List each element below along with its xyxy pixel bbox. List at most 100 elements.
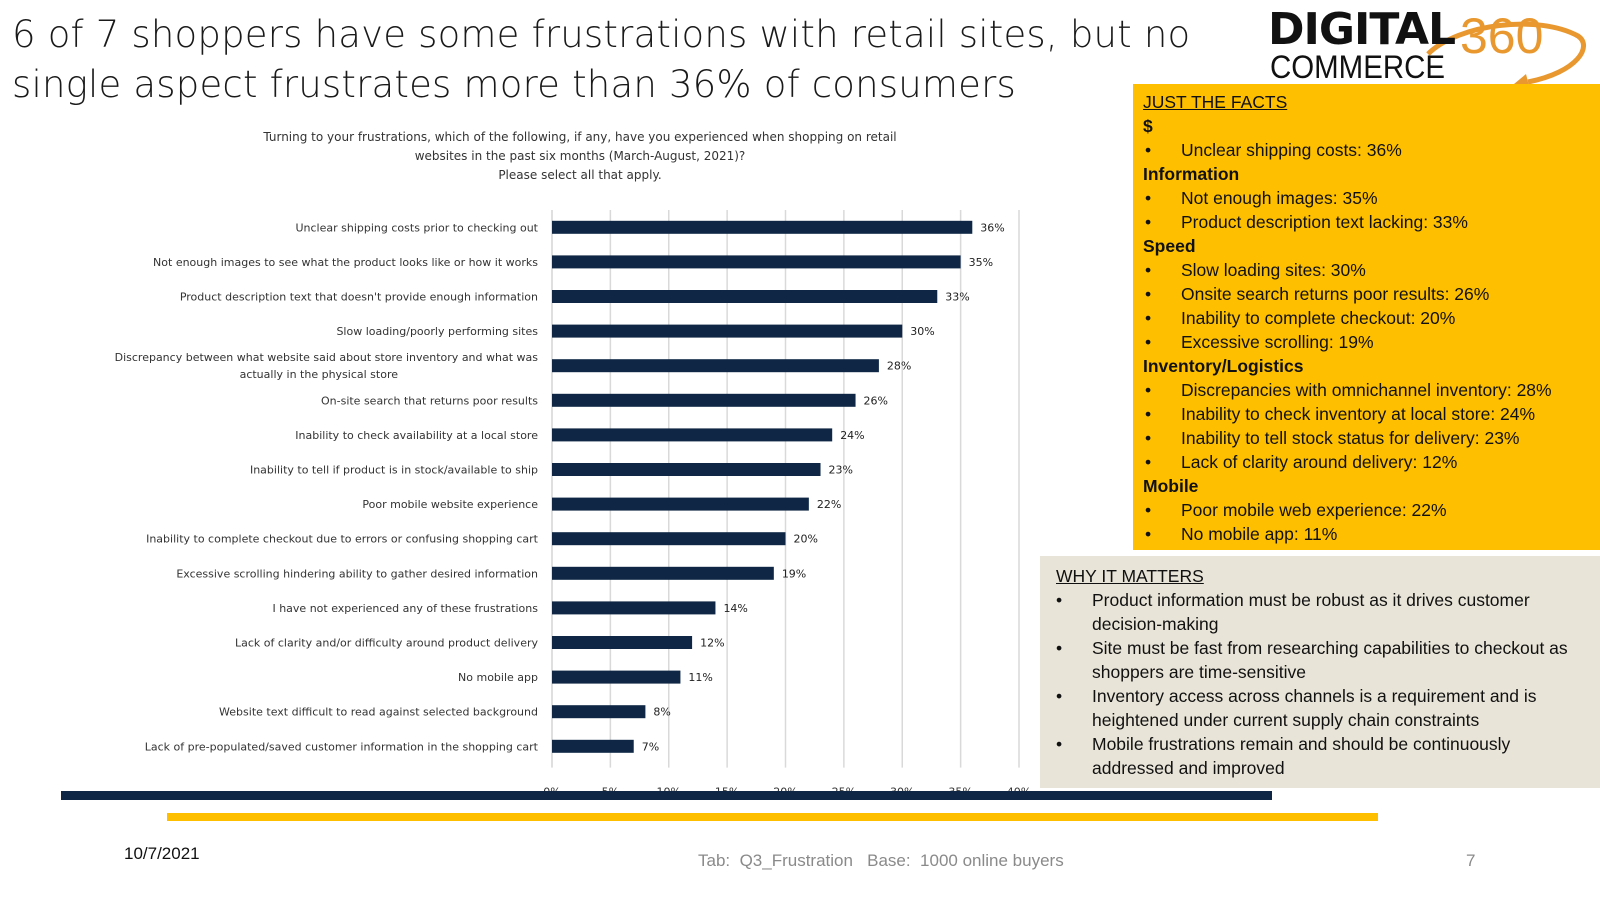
category-label-line: Inability to check availability at a loc… xyxy=(295,429,538,442)
category-label: Slow loading/poorly performing sites xyxy=(336,325,538,338)
category-label-line: Not enough images to see what the produc… xyxy=(153,256,538,269)
category-label: Product description text that doesn't pr… xyxy=(180,291,538,304)
bullet-icon: • xyxy=(1145,332,1152,352)
x-tick-label: 40% xyxy=(1007,786,1031,795)
bullet-icon: • xyxy=(1145,380,1152,400)
why-it-matters-panel: WHY IT MATTERS • Product information must… xyxy=(1040,556,1600,788)
bar-value-label: 28% xyxy=(887,360,911,373)
category-label-line: Lack of clarity and/or difficulty around… xyxy=(235,637,538,650)
category-label-line: Discrepancy between what website said ab… xyxy=(115,351,539,364)
category-label: Inability to tell if product is in stock… xyxy=(250,464,538,477)
facts-item: • Unclear shipping costs: 36% xyxy=(1143,138,1590,162)
facts-item: • Slow loading sites: 30% xyxy=(1143,258,1590,282)
facts-category: Mobile xyxy=(1143,476,1199,496)
facts-group: $ • Unclear shipping costs: 36% xyxy=(1143,114,1590,162)
footer-gold-rule xyxy=(167,813,1378,821)
bar xyxy=(552,220,973,234)
bar-value-label: 26% xyxy=(864,394,888,407)
facts-item-text: Product description text lacking: 33% xyxy=(1181,212,1468,232)
facts-item-text: Excessive scrolling: 19% xyxy=(1181,332,1374,352)
bar xyxy=(552,324,903,338)
bar xyxy=(552,532,786,546)
facts-item: • Inability to tell stock status for deli… xyxy=(1143,426,1590,450)
bullet-icon: • xyxy=(1056,734,1063,754)
facts-item: • Lack of clarity around delivery: 12% xyxy=(1143,450,1590,474)
bar xyxy=(552,290,938,303)
category-label-line: Slow loading/poorly performing sites xyxy=(336,325,538,338)
bar xyxy=(552,670,681,684)
bar-value-label: 11% xyxy=(688,671,712,684)
digital-commerce-360-logo: DIGITAL COMMERCE 360 xyxy=(1268,6,1598,90)
x-tick-label: 15% xyxy=(715,786,739,795)
slide-title: 6 of 7 shoppers have some frustrations w… xyxy=(12,13,1191,106)
bullet-icon: • xyxy=(1145,308,1152,328)
facts-item: • Excessive scrolling: 19% xyxy=(1143,330,1590,354)
bar-value-label: 33% xyxy=(945,291,969,304)
bullet-icon: • xyxy=(1145,428,1152,448)
bar xyxy=(552,393,856,407)
facts-group: Information • Not enough images: 35% • Pro… xyxy=(1143,162,1590,234)
bullet-icon: • xyxy=(1145,212,1152,232)
x-tick-label: 25% xyxy=(832,786,856,795)
facts-item-text: Not enough images: 35% xyxy=(1181,188,1378,208)
facts-item-text: Unclear shipping costs: 36% xyxy=(1181,140,1402,160)
category-label-line: actually in the physical store xyxy=(240,368,399,381)
matters-item: • Inventory access across channels is a r… xyxy=(1056,684,1590,732)
bullet-icon: • xyxy=(1145,260,1152,280)
matters-item: • Mobile frustrations remain and should b… xyxy=(1056,732,1590,780)
category-label: Website text difficult to read against s… xyxy=(219,706,538,719)
bullet-icon: • xyxy=(1056,638,1063,658)
bar xyxy=(552,255,961,269)
facts-item: • Not enough images: 35% xyxy=(1143,186,1590,210)
matters-item: • Product information must be robust as i… xyxy=(1056,588,1590,636)
chart-question: Turning to your frustrations, which of t… xyxy=(230,128,930,185)
bar xyxy=(552,739,634,753)
facts-item-text: Poor mobile web experience: 22% xyxy=(1181,500,1447,520)
matters-item-text: Product information must be robust as it… xyxy=(1092,590,1530,634)
facts-category: Information xyxy=(1143,164,1240,184)
bullet-icon: • xyxy=(1145,188,1152,208)
category-label: Inability to check availability at a loc… xyxy=(295,429,538,442)
x-tick-label: 5% xyxy=(602,786,619,795)
facts-item: • Inability to complete checkout: 20% xyxy=(1143,306,1590,330)
category-label-line: Product description text that doesn't pr… xyxy=(180,291,538,304)
x-tick-label: 0% xyxy=(543,786,560,795)
matters-header: WHY IT MATTERS xyxy=(1056,566,1204,586)
category-label-line: No mobile app xyxy=(458,671,538,684)
facts-group: Speed • Slow loading sites: 30% • Onsite s… xyxy=(1143,234,1590,354)
category-label-line: Poor mobile website experience xyxy=(362,498,538,511)
bar xyxy=(552,601,716,615)
matters-item-text: Site must be fast from researching capab… xyxy=(1092,638,1568,682)
bar xyxy=(552,463,821,476)
bar-value-label: 35% xyxy=(969,256,993,269)
footer-navy-rule xyxy=(61,791,1272,800)
bar-value-label: 30% xyxy=(910,325,934,338)
category-label: Excessive scrolling hindering ability to… xyxy=(176,567,538,580)
bar-value-label: 8% xyxy=(653,706,670,719)
category-label: Lack of clarity and/or difficulty around… xyxy=(235,637,538,650)
just-the-facts-panel: JUST THE FACTS $ • Unclear shipping costs… xyxy=(1133,84,1600,550)
logo-word-commerce: COMMERCE xyxy=(1270,49,1446,85)
matters-item-text: Mobile frustrations remain and should be… xyxy=(1092,734,1511,778)
category-label-line: Website text difficult to read against s… xyxy=(219,706,538,719)
bullet-icon: • xyxy=(1145,140,1152,160)
question-line: websites in the past six months (March-A… xyxy=(414,149,746,163)
facts-group: Mobile • Poor mobile web experience: 22% … xyxy=(1143,474,1590,546)
bar-value-label: 14% xyxy=(723,602,747,615)
bullet-icon: • xyxy=(1145,404,1152,424)
matters-item: • Site must be fast from researching capa… xyxy=(1056,636,1590,684)
bar xyxy=(552,359,879,373)
slide-source-note: Tab: Q3_Frustration Base: 1000 online bu… xyxy=(698,851,1064,870)
x-tick-label: 20% xyxy=(773,786,797,795)
facts-item-text: Inability to tell stock status for deliv… xyxy=(1181,428,1520,448)
facts-item-text: Onsite search returns poor results: 26% xyxy=(1181,284,1490,304)
bar xyxy=(552,705,646,719)
category-label-line: Inability to complete checkout due to er… xyxy=(146,533,539,546)
category-label-line: Lack of pre-populated/saved customer inf… xyxy=(145,740,539,753)
question-line: Turning to your frustrations, which of t… xyxy=(263,130,897,144)
facts-item: • Onsite search returns poor results: 26% xyxy=(1143,282,1590,306)
category-label: Lack of pre-populated/saved customer inf… xyxy=(145,740,539,753)
facts-item: • Inability to check inventory at local s… xyxy=(1143,402,1590,426)
bar-value-label: 23% xyxy=(829,464,853,477)
bar-value-label: 20% xyxy=(794,533,818,546)
